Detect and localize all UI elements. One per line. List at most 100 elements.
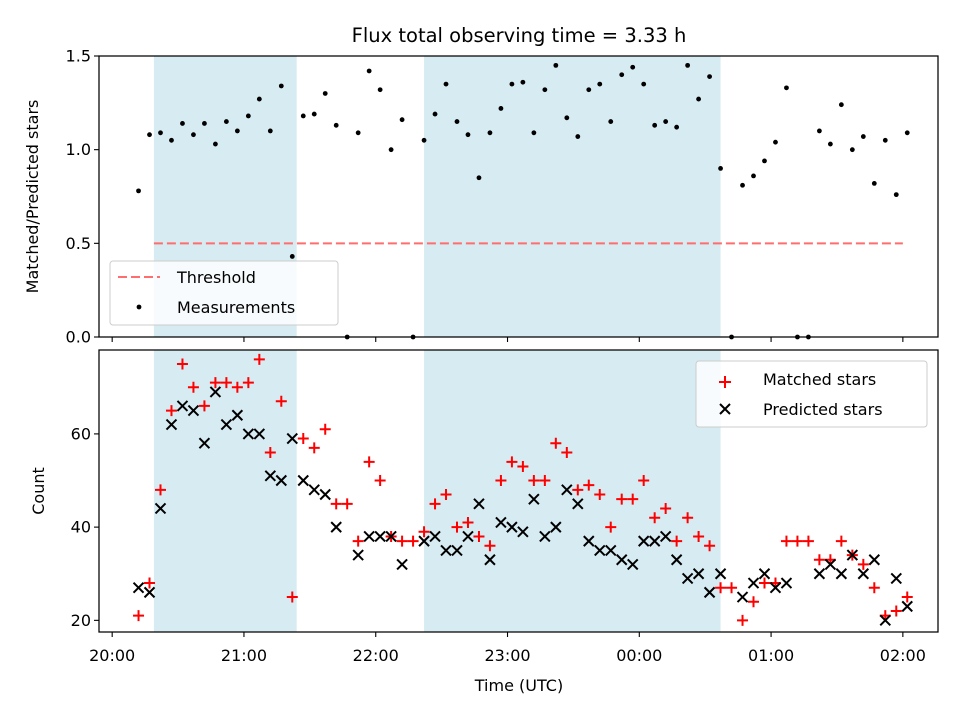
measurement-point — [696, 96, 701, 102]
predicted-star-point — [648, 535, 661, 547]
measurement-point — [762, 158, 767, 164]
measurement-point — [421, 137, 427, 143]
predicted-star-point — [209, 386, 222, 398]
measurement-point — [860, 134, 866, 139]
predicted-star-point — [506, 521, 518, 533]
matched-star-point — [209, 377, 221, 389]
predicted-star-point — [769, 582, 782, 594]
measurement-point — [652, 122, 658, 128]
predicted-star-point — [879, 614, 891, 627]
predicted-star-point — [374, 530, 386, 543]
predicted-star-point — [352, 549, 364, 561]
predicted-legend-swatch — [719, 403, 731, 415]
matched-star-point — [176, 358, 188, 370]
predicted-star-point — [583, 535, 595, 547]
count-panel: Count Time (UTC) 20 40 60 20:00 21:00 22:00 23… — [29, 349, 939, 695]
matched-star-point — [791, 535, 803, 547]
predicted-star-point — [198, 437, 211, 449]
matched-star-point — [813, 554, 825, 566]
matched-star-point — [616, 493, 628, 505]
matched-star-point — [253, 353, 265, 365]
matched-star-point — [198, 400, 210, 412]
predicted-star-point — [154, 502, 167, 515]
matched-star-point — [868, 582, 880, 594]
measurement-point — [245, 113, 251, 119]
matched-star-point — [627, 493, 639, 505]
matched-star-point — [231, 381, 243, 393]
count-y-tick-label: 60 — [71, 424, 91, 443]
measurement-point — [158, 130, 163, 136]
predicted-star-point — [363, 530, 375, 543]
measurement-point — [202, 121, 207, 126]
predicted-star-point — [187, 404, 200, 417]
matched-star-point — [857, 558, 869, 570]
observing-window-shade — [424, 350, 721, 632]
matched-star-point — [583, 479, 595, 491]
measurement-point — [685, 62, 691, 68]
matched-star-point — [330, 498, 342, 510]
predicted-star-point — [550, 521, 562, 533]
matched-star-point — [297, 433, 309, 445]
measurement-point — [630, 64, 636, 70]
count-x-tick-label: 21:00 — [221, 646, 267, 665]
predicted-star-point — [824, 558, 837, 571]
ratio-legend-box — [109, 260, 339, 326]
count-y-tick-label: 40 — [71, 518, 91, 537]
matched-star-point — [660, 502, 672, 514]
predicted-star-point — [264, 470, 277, 482]
matched-star-point — [264, 447, 276, 459]
matched-star-point — [780, 535, 792, 547]
measurement-point — [531, 130, 537, 136]
measurement-point — [674, 124, 680, 130]
count-plot-layer — [132, 350, 913, 632]
predicted-star-point — [473, 498, 485, 510]
matched-star-point — [517, 461, 529, 473]
count-axes: 20 40 60 20:00 21:00 22:00 23:00 00:00 01:00 02:0… — [71, 424, 926, 665]
predicted-star-point — [132, 582, 145, 594]
measurement-point — [882, 137, 888, 143]
measurement-point — [498, 106, 504, 111]
predicted-star-point — [143, 586, 156, 599]
count-panel-ylabel: Count — [29, 467, 48, 515]
matched-star-point — [451, 521, 463, 533]
measurement-point — [740, 182, 745, 188]
predicted-star-point — [451, 544, 463, 557]
predicted-star-point — [692, 568, 705, 580]
matched-star-point — [341, 498, 353, 510]
count-x-tick-label: 00:00 — [616, 646, 662, 665]
measurement-point — [136, 188, 141, 194]
measurement-point — [278, 83, 284, 89]
predicted-star-point — [561, 484, 573, 496]
predicted-star-point — [385, 530, 397, 543]
matched-star-point — [572, 484, 584, 496]
predicted-star-point — [594, 544, 606, 557]
matched-star-point — [682, 512, 694, 524]
matched-star-point — [352, 535, 364, 547]
measurement-point — [586, 87, 592, 93]
matched-star-point — [693, 530, 705, 542]
measurement-point — [641, 81, 647, 87]
matched-star-point — [154, 484, 166, 496]
predicted-star-point — [681, 572, 694, 585]
measurement-point — [213, 141, 218, 147]
matched-star-point — [363, 456, 375, 468]
matched-star-point — [275, 395, 287, 407]
count-panel-xlabel: Time (UTC) — [474, 676, 563, 695]
measurement-point — [322, 91, 328, 96]
ratio-plot-layer — [136, 56, 910, 340]
count-x-tick-label: 22:00 — [353, 646, 399, 665]
predicted-star-point — [813, 568, 826, 580]
matched-star-point — [802, 535, 814, 547]
measurement-point — [564, 115, 570, 121]
measurement-point — [300, 113, 306, 119]
measurement-point — [893, 192, 899, 198]
measurement-point — [256, 96, 262, 102]
matched-star-point — [462, 516, 474, 528]
predicted-star-point — [220, 418, 233, 431]
matched-star-point — [473, 530, 485, 542]
measurement-point — [355, 130, 361, 136]
matched-star-point — [165, 405, 177, 417]
measurement-point — [784, 85, 789, 91]
measurement-point — [487, 130, 493, 136]
